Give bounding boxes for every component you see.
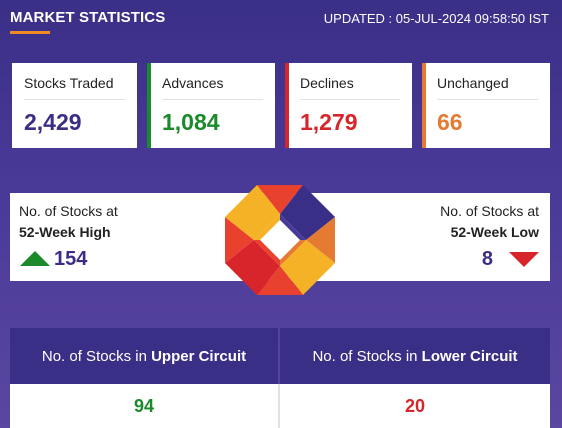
page-title: MARKET STATISTICS: [10, 9, 166, 26]
unchanged-value: 66: [437, 109, 463, 135]
triangle-down-icon: [509, 252, 539, 267]
advances-card: Advances 1,084: [147, 63, 275, 148]
week52-high-line1: No. of Stocks at: [19, 203, 118, 219]
unchanged-card: Unchanged 66: [422, 63, 550, 148]
stocks-traded-value: 2,429: [24, 109, 82, 135]
card-divider: [437, 99, 538, 100]
stocks-traded-label: Stocks Traded: [24, 75, 114, 91]
title-underline: [10, 31, 50, 34]
card-divider: [300, 99, 400, 100]
card-divider: [162, 99, 263, 100]
week52-high-value: 154: [54, 248, 88, 270]
upper-circuit-value: 94: [10, 384, 278, 428]
unchanged-label: Unchanged: [437, 75, 509, 91]
lower-circuit-label: Lower Circuit: [421, 347, 518, 365]
lower-circuit-value: 20: [280, 384, 550, 428]
week52-low-line1: No. of Stocks at: [440, 203, 539, 219]
triangle-up-icon: [20, 251, 50, 266]
upper-circuit-header: No. of Stocks in Upper Circuit: [10, 328, 278, 384]
lower-circuit-prefix: No. of Stocks in: [312, 347, 418, 365]
upper-circuit-prefix: No. of Stocks in: [41, 347, 147, 365]
week52-high-line2: 52-Week High: [19, 224, 111, 240]
octagon-logo-icon: [225, 185, 335, 295]
declines-value: 1,279: [300, 109, 358, 135]
card-divider: [24, 99, 125, 100]
declines-card: Declines 1,279: [285, 63, 412, 148]
week52-low-value: 8: [481, 248, 493, 270]
circuit-divider: [278, 384, 280, 428]
stocks-traded-card: Stocks Traded 2,429: [12, 63, 137, 148]
advances-label: Advances: [162, 75, 224, 91]
updated-timestamp: UPDATED : 05-JUL-2024 09:58:50 IST: [323, 11, 549, 26]
week52-low-line2: 52-Week Low: [450, 224, 539, 240]
advances-value: 1,084: [162, 109, 220, 135]
declines-label: Declines: [300, 75, 354, 91]
upper-circuit-label: Upper Circuit: [151, 347, 247, 365]
lower-circuit-header: No. of Stocks in Lower Circuit: [280, 328, 550, 384]
